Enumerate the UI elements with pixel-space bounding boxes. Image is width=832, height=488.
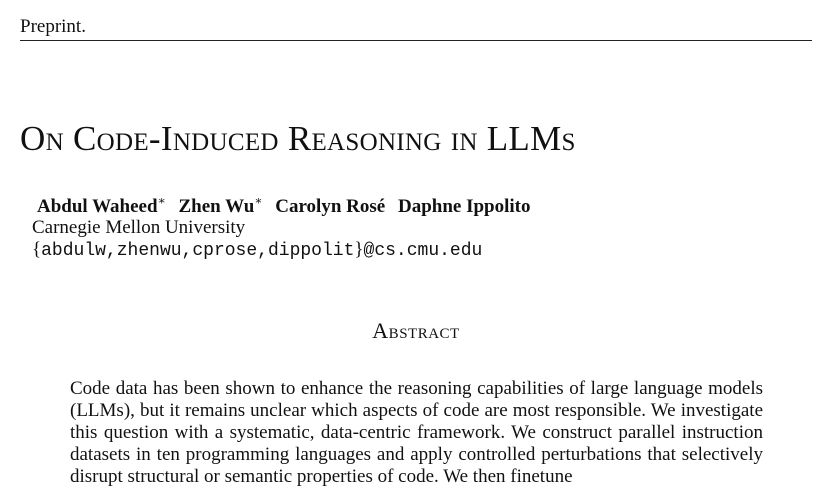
author-1: Abdul Waheed∗ bbox=[37, 194, 166, 218]
author-name: Zhen Wu bbox=[178, 196, 255, 218]
equal-contribution-mark: ∗ bbox=[254, 194, 263, 208]
author-name: Daphne Ippolito bbox=[397, 196, 531, 218]
author-name: Abdul Waheed bbox=[37, 196, 158, 218]
email-users: abdulw,zhenwu,cprose,dippolit bbox=[41, 241, 355, 261]
author-name: Carolyn Rosé bbox=[275, 196, 386, 218]
abstract-body: Code data has been shown to enhance the … bbox=[70, 378, 763, 487]
affiliation: Carnegie Mellon University bbox=[32, 217, 246, 238]
header-rule bbox=[20, 40, 812, 41]
email-domain: @cs.cmu.edu bbox=[363, 241, 483, 261]
equal-contribution-mark: ∗ bbox=[157, 194, 166, 208]
author-emails: {abdulw,zhenwu,cprose,dippolit}@cs.cmu.e… bbox=[32, 239, 482, 261]
email-open-brace: { bbox=[32, 239, 42, 260]
author-list: Abdul Waheed∗ Zhen Wu∗ Carolyn Rosé Daph… bbox=[37, 194, 539, 218]
author-2: Zhen Wu∗ bbox=[178, 194, 263, 218]
abstract-heading: Abstract bbox=[372, 318, 460, 343]
email-close-brace: } bbox=[354, 239, 364, 260]
author-3: Carolyn Rosé bbox=[275, 196, 385, 217]
paper-title: On Code-Induced Reasoning in LLMs bbox=[20, 119, 576, 158]
running-header: Preprint. bbox=[20, 16, 86, 37]
author-4: Daphne Ippolito bbox=[398, 196, 531, 217]
